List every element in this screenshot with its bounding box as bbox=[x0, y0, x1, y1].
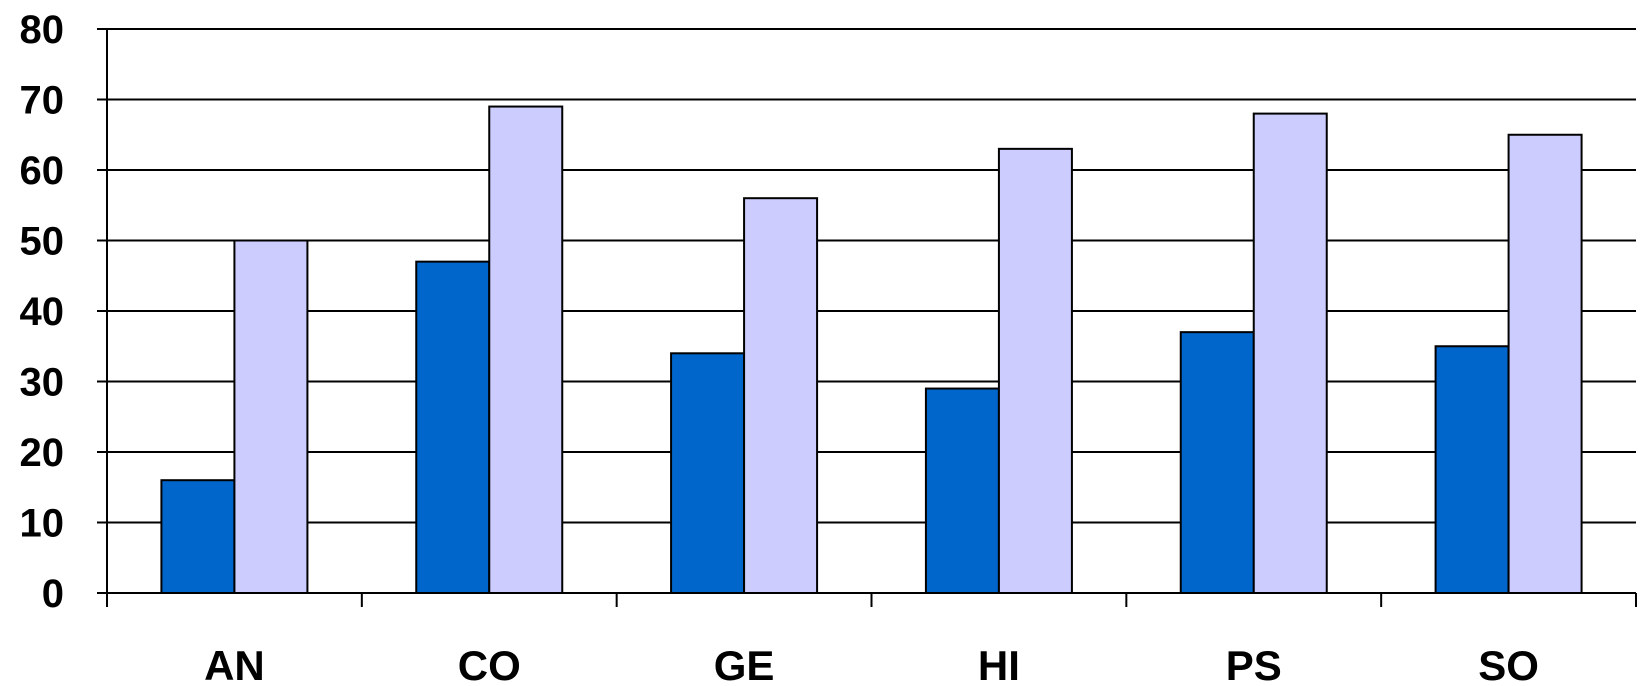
y-tick-label-50: 50 bbox=[20, 220, 65, 264]
bar-SO-series-2 bbox=[1507, 133, 1583, 594]
y-tick-label-0: 0 bbox=[42, 572, 64, 616]
bar-CO-series-2 bbox=[488, 105, 564, 595]
bar-CO-series-1 bbox=[415, 260, 491, 594]
y-tick-label-80: 80 bbox=[20, 8, 65, 52]
y-tick-label-10: 10 bbox=[20, 502, 65, 546]
axes bbox=[97, 28, 1637, 607]
y-tick-labels: 0 10 20 30 40 50 60 70 80 bbox=[20, 8, 65, 616]
y-tick-label-40: 40 bbox=[20, 290, 65, 334]
bar-GE-series-1 bbox=[670, 352, 746, 594]
y-tick-label-70: 70 bbox=[20, 79, 65, 123]
category-label-GE: GE bbox=[714, 642, 775, 686]
category-label-HI: HI bbox=[978, 642, 1020, 686]
bar-PS-series-2 bbox=[1252, 112, 1328, 594]
y-tick-label-30: 30 bbox=[20, 361, 65, 405]
bar-HI-series-1 bbox=[924, 387, 1000, 594]
y-tick-label-20: 20 bbox=[20, 431, 65, 475]
bars bbox=[160, 105, 1583, 595]
category-labels: AN CO GE HI PS SO bbox=[204, 642, 1539, 686]
gridlines bbox=[107, 28, 1636, 524]
category-label-SO: SO bbox=[1478, 642, 1539, 686]
category-label-PS: PS bbox=[1226, 642, 1282, 686]
category-label-AN: AN bbox=[204, 642, 265, 686]
bar-HI-series-2 bbox=[997, 147, 1073, 594]
bar-SO-series-1 bbox=[1434, 345, 1510, 594]
bar-PS-series-1 bbox=[1179, 331, 1255, 594]
y-tick-label-60: 60 bbox=[20, 149, 65, 193]
bar-AN-series-1 bbox=[160, 479, 236, 595]
bar-AN-series-2 bbox=[233, 239, 309, 594]
category-label-CO: CO bbox=[458, 642, 521, 686]
bar-GE-series-2 bbox=[743, 197, 819, 594]
